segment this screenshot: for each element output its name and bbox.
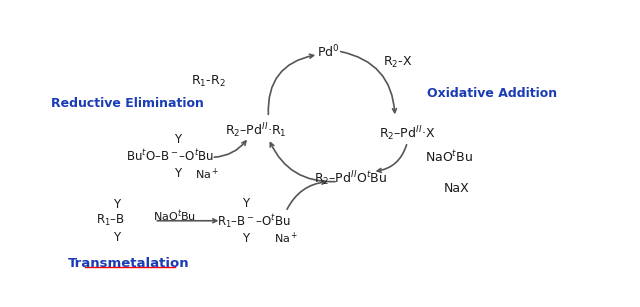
Text: Y: Y bbox=[173, 133, 180, 146]
Text: Y: Y bbox=[242, 232, 249, 245]
Text: Na$^+$: Na$^+$ bbox=[195, 166, 220, 182]
Text: R$_2$-X: R$_2$-X bbox=[383, 55, 412, 70]
Text: Transmetalation: Transmetalation bbox=[68, 257, 189, 270]
Text: Pd$^0$: Pd$^0$ bbox=[317, 44, 339, 60]
Text: Reductive Elimination: Reductive Elimination bbox=[51, 96, 204, 110]
Text: R$_1$-R$_2$: R$_1$-R$_2$ bbox=[191, 74, 225, 89]
Text: Y: Y bbox=[113, 198, 120, 211]
Text: R$_2$–Pd$^{II}$O$^t$Bu: R$_2$–Pd$^{II}$O$^t$Bu bbox=[314, 169, 387, 188]
Text: R$_1$–B: R$_1$–B bbox=[96, 213, 125, 228]
Text: Y: Y bbox=[113, 231, 120, 244]
Text: NaO$^t$Bu: NaO$^t$Bu bbox=[426, 150, 474, 165]
Text: Y: Y bbox=[173, 167, 180, 181]
Text: R$_2$–Pd$^{II}$·X: R$_2$–Pd$^{II}$·X bbox=[380, 124, 435, 143]
Text: NaX: NaX bbox=[444, 182, 470, 195]
Text: Y: Y bbox=[242, 197, 249, 210]
Text: Bu$^t$O–B$^-$–O$^t$Bu: Bu$^t$O–B$^-$–O$^t$Bu bbox=[126, 148, 214, 164]
Text: NaO$^t$Bu: NaO$^t$Bu bbox=[153, 209, 196, 224]
Text: Oxidative Addition: Oxidative Addition bbox=[427, 87, 557, 100]
Text: Na$^+$: Na$^+$ bbox=[274, 231, 298, 246]
Text: R$_1$–B$^-$–O$^t$Bu: R$_1$–B$^-$–O$^t$Bu bbox=[217, 212, 291, 230]
Text: R$_2$–Pd$^{II}$·R$_1$: R$_2$–Pd$^{II}$·R$_1$ bbox=[225, 121, 287, 140]
